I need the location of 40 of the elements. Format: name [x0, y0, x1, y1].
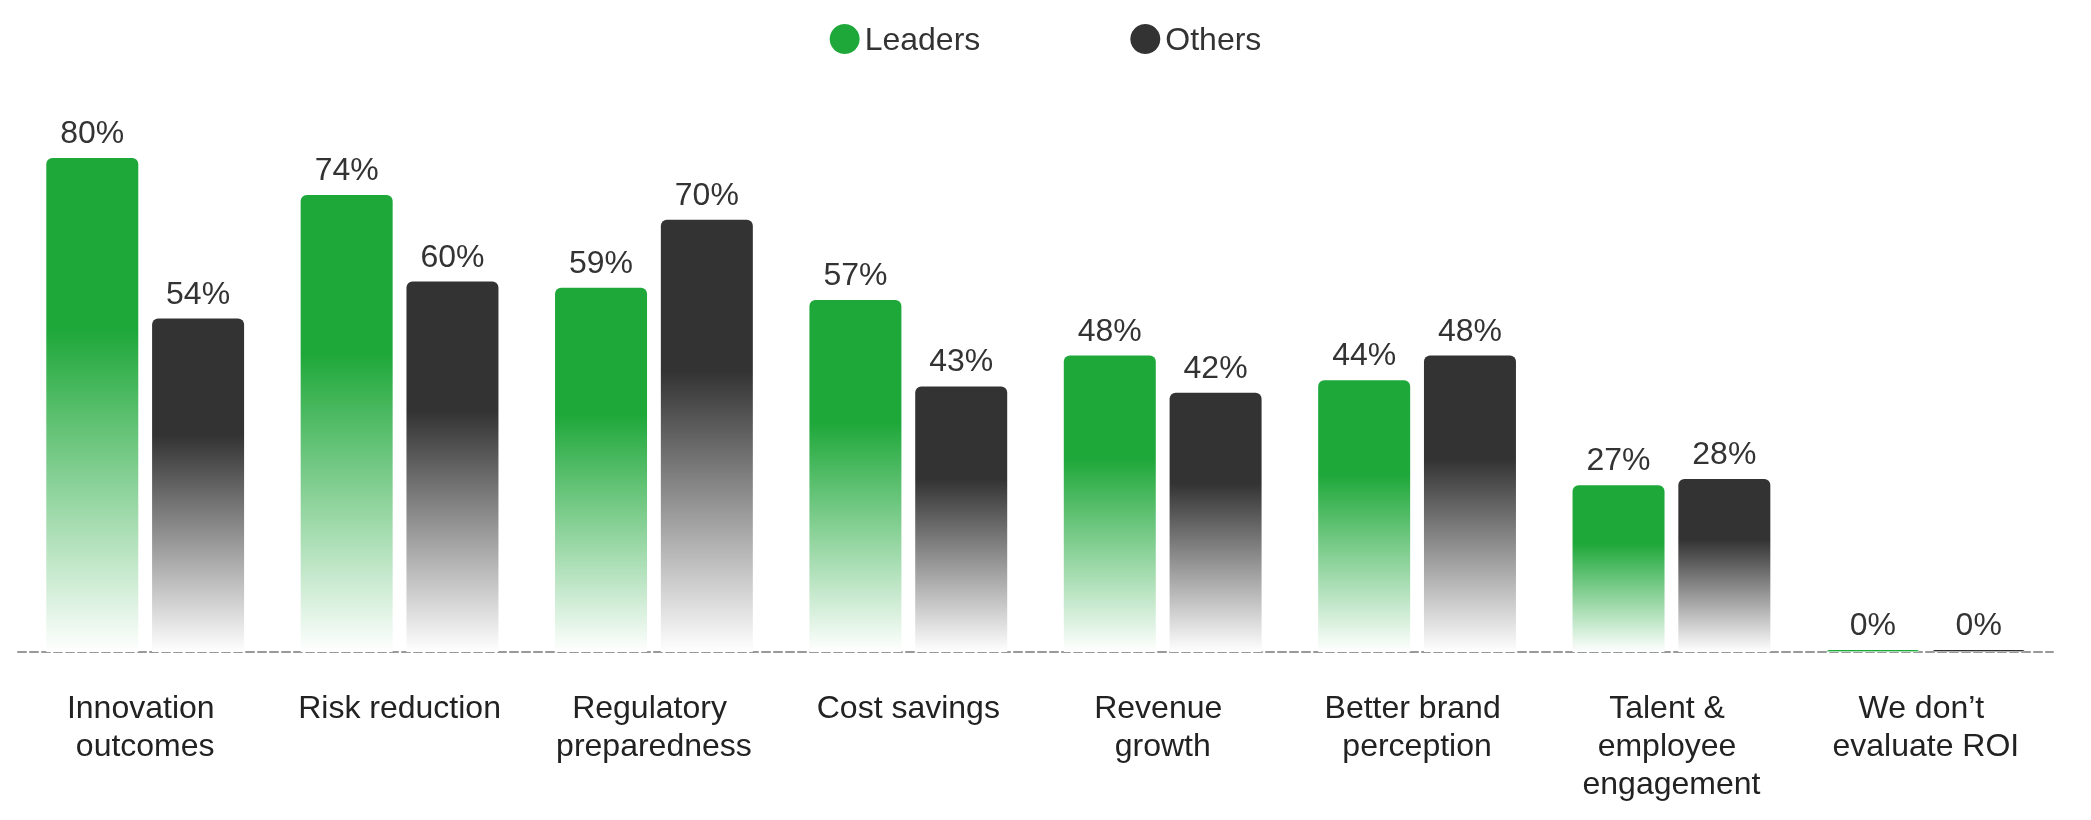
data-label: 70%: [674, 175, 739, 212]
data-label: 0%: [1955, 606, 2002, 642]
bar: [46, 158, 139, 652]
bar: [1678, 479, 1771, 652]
bar: [660, 219, 753, 652]
data-label: 48%: [1437, 311, 1502, 348]
data-label: 57%: [823, 256, 888, 293]
data-label: 43%: [929, 342, 994, 379]
data-label: 42%: [1183, 348, 1248, 385]
data-label: 60%: [420, 237, 485, 274]
x-tick-label: Cost savings: [816, 689, 1000, 725]
data-label: 28%: [1692, 435, 1757, 472]
data-label: 80%: [60, 114, 125, 150]
bar: [915, 386, 1008, 652]
data-label: 27%: [1586, 441, 1651, 478]
bar: [555, 287, 648, 652]
x-tick-label: Talent & employee engagement: [1582, 689, 1761, 801]
data-label: 74%: [314, 151, 379, 188]
data-label: 48%: [1077, 311, 1142, 348]
bar: [406, 281, 499, 652]
x-tick-label: We don’t evaluate ROI: [1832, 689, 2020, 763]
x-tick-label: Revenue growth: [1094, 689, 1232, 763]
bar: [152, 318, 245, 652]
bar: [300, 195, 393, 652]
x-tick-label: Innovation outcomes: [66, 689, 224, 763]
data-label: 44%: [1332, 336, 1397, 373]
legend-label: Leaders: [864, 21, 981, 57]
legend-label: Others: [1165, 21, 1262, 57]
x-tick-label: Regulatory preparedness: [556, 689, 752, 763]
bar: [1318, 380, 1411, 652]
bar: [809, 300, 902, 652]
bar: [1169, 392, 1262, 652]
bar: [1423, 355, 1516, 652]
bar: [1063, 355, 1156, 652]
data-label: 54%: [166, 274, 231, 311]
x-tick-label: Better brand perception: [1324, 689, 1510, 763]
data-label: 59%: [569, 243, 634, 280]
data-label: 0%: [1849, 606, 1897, 642]
x-tick-label: Risk reduction: [298, 689, 501, 725]
bar: [1572, 485, 1665, 652]
